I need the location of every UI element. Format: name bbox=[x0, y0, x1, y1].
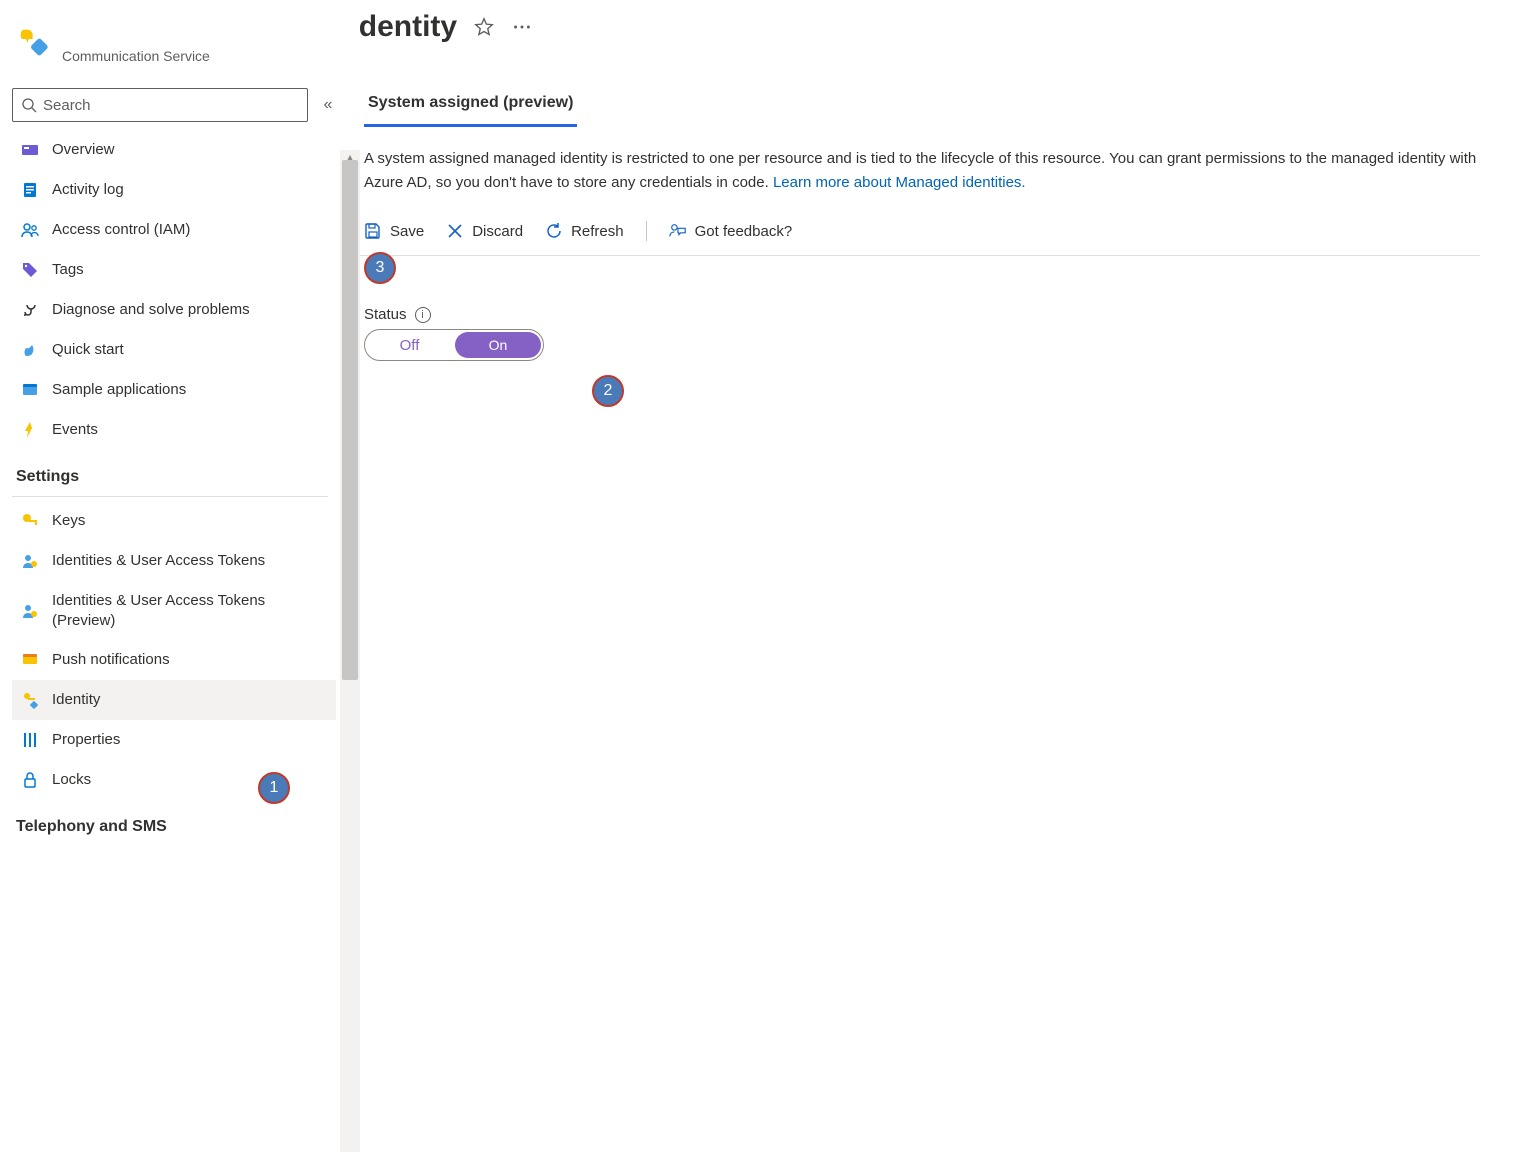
save-label: Save bbox=[390, 223, 424, 240]
nav-item-activity-log[interactable]: Activity log bbox=[12, 170, 336, 210]
feedback-icon bbox=[669, 222, 687, 240]
nav-item-identities-tokens-preview[interactable]: Identities & User Access Tokens (Preview… bbox=[12, 581, 336, 640]
discard-button[interactable]: Discard bbox=[446, 222, 523, 240]
nav-item-label: Events bbox=[52, 420, 326, 440]
collapse-sidebar-button[interactable]: « bbox=[316, 96, 340, 114]
nav-item-sample-apps[interactable]: Sample applications bbox=[12, 370, 336, 410]
discard-icon bbox=[446, 222, 464, 240]
nav-item-label: Push notifications bbox=[52, 650, 326, 670]
section-divider bbox=[12, 496, 328, 497]
nav-item-access-control[interactable]: Access control (IAM) bbox=[12, 210, 336, 250]
nav-item-label: Quick start bbox=[52, 340, 326, 360]
search-placeholder: Search bbox=[43, 97, 91, 114]
tab-bar: System assigned (preview) bbox=[360, 84, 1532, 127]
feedback-button[interactable]: Got feedback? bbox=[669, 222, 793, 240]
save-button[interactable]: Save bbox=[364, 222, 424, 240]
main-content: | Identity System assigned (preview) A s… bbox=[360, 0, 1532, 1152]
nav-item-label: Identities & User Access Tokens bbox=[52, 551, 326, 571]
description-text: A system assigned managed identity is re… bbox=[360, 127, 1480, 195]
favorite-button[interactable] bbox=[473, 16, 495, 38]
activity-log-icon bbox=[20, 180, 40, 200]
nav-item-tags[interactable]: Tags bbox=[12, 250, 336, 290]
identities-icon bbox=[20, 551, 40, 571]
toolbar-separator bbox=[646, 221, 647, 241]
refresh-icon bbox=[545, 222, 563, 240]
search-icon bbox=[21, 97, 37, 113]
toggle-on-option[interactable]: On bbox=[455, 332, 541, 358]
annotation-2: 2 bbox=[592, 375, 624, 407]
more-button[interactable] bbox=[511, 16, 533, 38]
nav-item-keys[interactable]: Keys bbox=[12, 501, 336, 541]
search-input[interactable]: Search bbox=[12, 88, 308, 122]
feedback-label: Got feedback? bbox=[695, 223, 793, 240]
nav-item-quick-start[interactable]: Quick start bbox=[12, 330, 336, 370]
section-settings-label: Settings bbox=[12, 450, 336, 490]
nav-item-events[interactable]: Events bbox=[12, 410, 336, 450]
nav-item-label: Access control (IAM) bbox=[52, 220, 326, 240]
nav-item-label: Keys bbox=[52, 511, 326, 531]
nav-item-push-notifications[interactable]: Push notifications bbox=[12, 640, 336, 680]
status-label: Status bbox=[364, 306, 407, 323]
access-control-icon bbox=[20, 220, 40, 240]
discard-label: Discard bbox=[472, 223, 523, 240]
refresh-label: Refresh bbox=[571, 223, 624, 240]
nav-item-label: Overview bbox=[52, 140, 326, 160]
identity-icon bbox=[20, 690, 40, 710]
refresh-button[interactable]: Refresh bbox=[545, 222, 624, 240]
page-title: Identity bbox=[360, 10, 457, 44]
nav-item-label: Identities & User Access Tokens (Preview… bbox=[52, 591, 326, 630]
toggle-off-option[interactable]: Off bbox=[365, 330, 454, 360]
status-toggle[interactable]: Off On bbox=[364, 329, 544, 361]
properties-icon bbox=[20, 730, 40, 750]
sample-apps-icon bbox=[20, 380, 40, 400]
keys-icon bbox=[20, 511, 40, 531]
tags-icon bbox=[20, 260, 40, 280]
nav-item-label: Tags bbox=[52, 260, 326, 280]
learn-more-link[interactable]: Learn more about Managed identities. bbox=[773, 174, 1026, 191]
nav-item-identities-tokens[interactable]: Identities & User Access Tokens bbox=[12, 541, 336, 581]
annotation-1: 1 bbox=[258, 772, 290, 804]
annotation-3: 3 bbox=[364, 252, 396, 284]
save-icon bbox=[364, 222, 382, 240]
info-icon[interactable]: i bbox=[415, 307, 431, 323]
quick-start-icon bbox=[20, 340, 40, 360]
status-section: Status i Off On bbox=[360, 256, 1532, 361]
push-notifications-icon bbox=[20, 650, 40, 670]
tab-system-assigned[interactable]: System assigned (preview) bbox=[364, 84, 577, 127]
nav-item-label: Identity bbox=[52, 690, 326, 710]
nav-item-label: Activity log bbox=[52, 180, 326, 200]
sidebar-scrollbar[interactable]: ▴ bbox=[340, 0, 360, 1152]
sidebar-header: Communication Service bbox=[12, 8, 340, 78]
nav-item-identity[interactable]: Identity bbox=[12, 680, 336, 720]
nav-item-label: Diagnose and solve problems bbox=[52, 300, 326, 320]
events-icon bbox=[20, 420, 40, 440]
nav-item-label: Sample applications bbox=[52, 380, 326, 400]
nav-item-overview[interactable]: Overview bbox=[12, 130, 336, 170]
section-telephony-label: Telephony and SMS bbox=[12, 800, 336, 840]
diagnose-icon bbox=[20, 300, 40, 320]
nav-menu: Overview Activity log Access control (IA… bbox=[12, 130, 340, 840]
locks-icon bbox=[20, 770, 40, 790]
page-header: | Identity bbox=[360, 0, 1532, 60]
nav-item-diagnose[interactable]: Diagnose and solve problems bbox=[12, 290, 336, 330]
nav-item-label: Properties bbox=[52, 730, 326, 750]
service-subtitle: Communication Service bbox=[62, 48, 210, 64]
sidebar: Communication Service Search « Overview bbox=[0, 0, 340, 1152]
toolbar: Save Discard Refresh Got feedback? bbox=[360, 195, 1480, 256]
communication-service-icon bbox=[16, 25, 52, 61]
identities-preview-icon bbox=[20, 601, 40, 621]
nav-item-properties[interactable]: Properties bbox=[12, 720, 336, 760]
overview-icon bbox=[20, 140, 40, 160]
